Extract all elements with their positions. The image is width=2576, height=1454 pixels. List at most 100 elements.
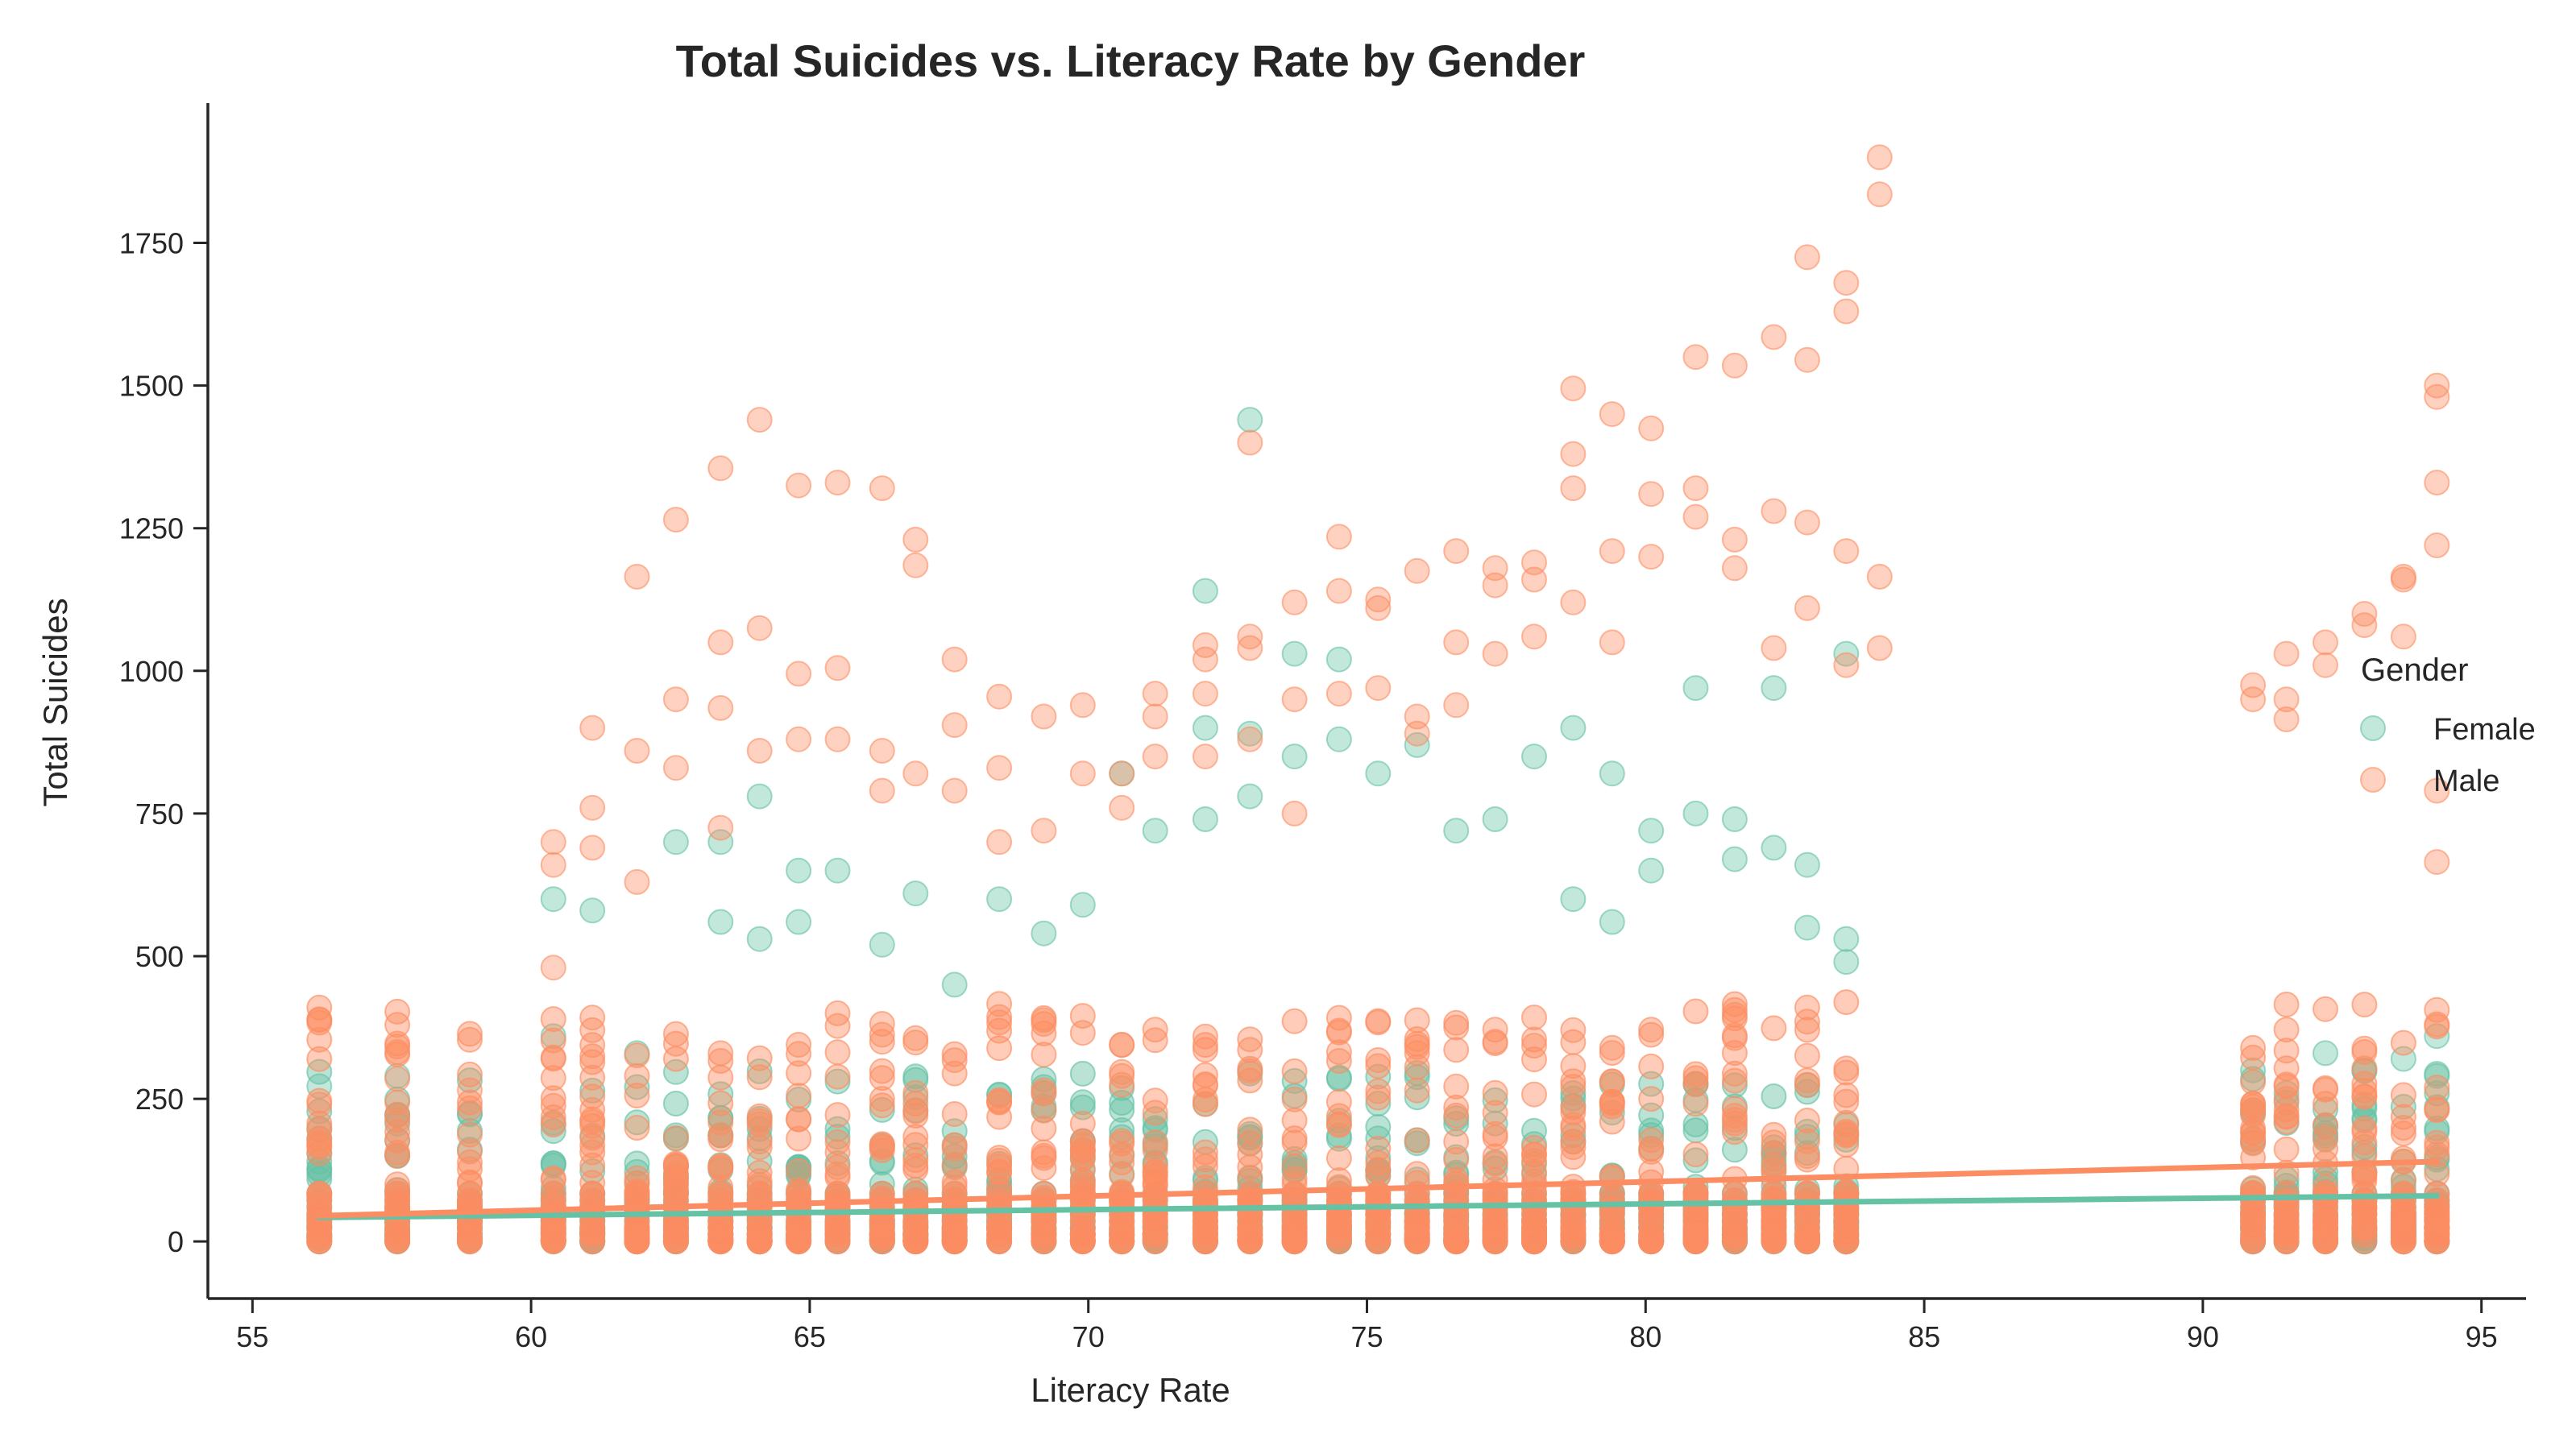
- data-point-male: [662, 1125, 689, 1151]
- data-point-male: [1281, 686, 1308, 713]
- data-point-male: [746, 615, 773, 641]
- data-point-male: [1833, 298, 1860, 325]
- data-point-male: [707, 814, 734, 841]
- data-point-male: [1599, 401, 1625, 428]
- data-point-male: [1192, 632, 1218, 658]
- data-point-male: [707, 1154, 734, 1180]
- data-point-male: [1833, 1109, 1860, 1136]
- data-point-female: [1682, 1147, 1709, 1174]
- data-point-female: [1761, 1083, 1787, 1109]
- data-point-male: [1761, 1180, 1787, 1207]
- data-point-male: [1031, 1077, 1057, 1104]
- data-point-male: [2273, 1038, 2300, 1064]
- data-point-male: [902, 1091, 929, 1116]
- data-point-male: [941, 1101, 968, 1127]
- data-point-male: [1521, 623, 1547, 650]
- data-point-male: [624, 738, 650, 764]
- data-point-female: [1682, 800, 1709, 826]
- data-point-male: [1325, 1180, 1352, 1207]
- data-point-male: [1560, 1074, 1587, 1100]
- data-point-male: [1761, 498, 1787, 524]
- data-point-male: [1192, 1032, 1218, 1058]
- data-point-male: [986, 1009, 1013, 1036]
- data-point-male: [869, 475, 895, 502]
- data-point-male: [540, 851, 566, 878]
- data-point-male: [2351, 1039, 2378, 1065]
- data-point-male: [1192, 1139, 1218, 1166]
- data-point-male: [824, 1063, 851, 1090]
- data-point-female: [306, 1073, 333, 1100]
- data-point-male: [824, 1129, 851, 1155]
- data-point-male: [579, 715, 606, 741]
- data-point-male: [2390, 1029, 2416, 1056]
- data-point-female: [1281, 744, 1308, 770]
- data-point-male: [457, 1149, 483, 1175]
- data-point-male: [746, 407, 773, 433]
- data-point-female: [746, 783, 773, 810]
- data-point-male: [1721, 1119, 1748, 1145]
- data-point-male: [1443, 1014, 1470, 1041]
- data-point-female: [1109, 1090, 1135, 1116]
- data-point-male: [1794, 1128, 1820, 1154]
- data-point-female: [824, 1116, 851, 1142]
- data-point-male: [986, 755, 1013, 781]
- data-point-male: [986, 1153, 1013, 1179]
- data-point-male: [1794, 1017, 1820, 1043]
- data-point-female: [746, 926, 773, 952]
- data-point-male: [579, 1096, 606, 1123]
- data-point-male: [1192, 1072, 1218, 1099]
- data-point-male: [540, 955, 566, 981]
- data-point-male: [1560, 1129, 1587, 1155]
- data-point-male: [1560, 475, 1587, 502]
- chart-title: Total Suicides vs. Literacy Rate by Gend…: [676, 35, 1586, 86]
- data-point-female: [1721, 1137, 1748, 1163]
- data-point-male: [746, 1108, 773, 1134]
- data-point-male: [1682, 998, 1709, 1025]
- data-point-male: [1721, 1060, 1748, 1087]
- data-point-male: [1560, 1144, 1587, 1170]
- data-point-female: [1365, 760, 1392, 787]
- data-point-male: [824, 1139, 851, 1166]
- data-point-female: [1192, 578, 1218, 604]
- x-axis-label: Literacy Rate: [1031, 1371, 1230, 1409]
- data-point-male: [1599, 1068, 1625, 1095]
- data-point-male: [1599, 629, 1625, 656]
- data-point-male: [1599, 538, 1625, 565]
- data-point-male: [624, 1180, 650, 1207]
- data-point-male: [941, 777, 968, 804]
- data-point-male: [624, 868, 650, 895]
- data-point-female: [986, 886, 1013, 913]
- data-point-male: [1443, 1094, 1470, 1121]
- data-point-male: [1404, 720, 1430, 747]
- data-point-male: [986, 1087, 1013, 1113]
- data-point-male: [902, 1029, 929, 1056]
- data-point-male: [1192, 646, 1218, 673]
- data-point-male: [1482, 640, 1508, 667]
- data-point-female: [1599, 909, 1625, 935]
- data-point-male: [579, 794, 606, 821]
- data-point-female: [1638, 1117, 1665, 1144]
- data-point-male: [624, 1083, 650, 1108]
- x-tick-label: 80: [1629, 1320, 1661, 1353]
- data-point-male: [941, 1041, 968, 1067]
- y-tick-label: 750: [135, 797, 184, 831]
- data-point-male: [1599, 1089, 1625, 1116]
- data-point-male: [1109, 1141, 1135, 1167]
- data-point-male: [1325, 578, 1352, 604]
- data-point-male: [1281, 1008, 1308, 1034]
- data-point-male: [1682, 344, 1709, 371]
- data-point-male: [1365, 1009, 1392, 1036]
- data-point-male: [306, 1180, 333, 1207]
- data-point-male: [1325, 1111, 1352, 1137]
- data-point-male: [1866, 635, 1893, 661]
- data-point-male: [2240, 1044, 2267, 1071]
- data-point-male: [786, 726, 812, 752]
- data-point-male: [2424, 383, 2450, 410]
- data-point-male: [786, 1106, 812, 1133]
- legend-marker-male: [2360, 767, 2386, 793]
- data-point-male: [1560, 1134, 1587, 1161]
- data-point-male: [1761, 1015, 1787, 1042]
- trend-lines: [316, 1158, 2440, 1220]
- data-point-male: [786, 1041, 812, 1067]
- data-point-male: [1142, 744, 1168, 770]
